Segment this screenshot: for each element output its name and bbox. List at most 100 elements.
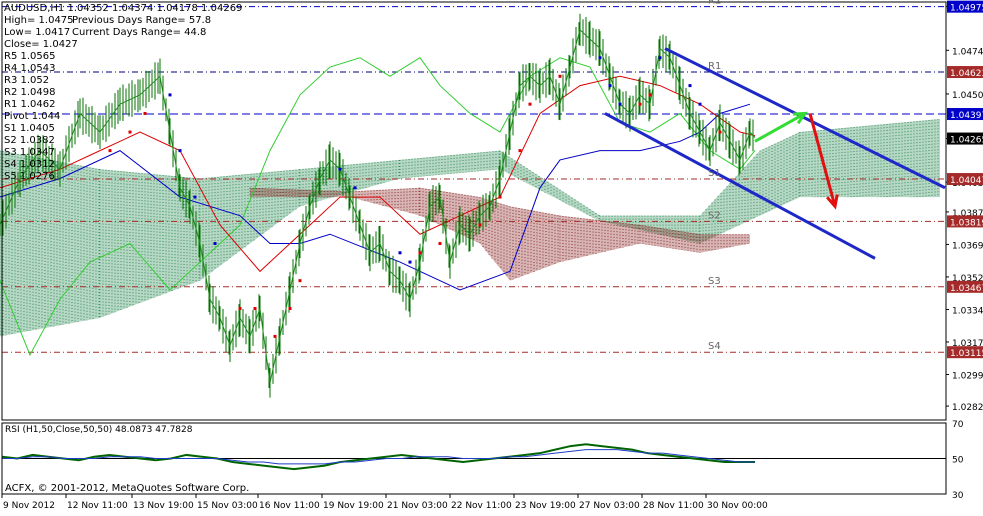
pivot-entry: S4 1.0312 — [4, 159, 55, 170]
psar-dot-blue — [408, 260, 412, 264]
x-tick-label: 16 Nov 11:00 — [259, 501, 320, 511]
y-tick-label: 1.02825 — [952, 403, 983, 413]
forecast-arrow-up-head — [792, 111, 809, 125]
channel-upper — [664, 47, 946, 190]
price-marker-label: 1.04047 — [950, 176, 983, 186]
pivot-entry: S3 1.0347 — [4, 147, 55, 158]
price-marker-box — [947, 346, 983, 359]
x-tick-label: 21 Nov 03:00 — [387, 501, 448, 511]
price-line — [0, 28, 756, 383]
ichimoku-cloud-green — [0, 119, 940, 337]
price-pane-frame — [1, 1, 947, 421]
x-tick-label: 9 Nov 2012 — [3, 501, 55, 511]
psar-dot-red — [128, 130, 132, 134]
symbol-line: AUDUSD,H1 1.04352 1.04374 1.04178 1.0426… — [4, 3, 243, 14]
x-tick-label: 13 Nov 19:00 — [133, 501, 194, 511]
header: AUDUSD,H1 1.04352 1.04374 1.04178 1.0426… — [4, 3, 242, 183]
psar-dot-red — [438, 242, 442, 246]
stat-extra: Current Days Range= 44.8 — [72, 27, 207, 38]
pivot-line-label: S4 — [708, 341, 721, 352]
forecast-arrow-down — [808, 113, 837, 207]
psar-dot-blue — [698, 102, 702, 106]
forecast-arrow-down-head — [826, 194, 839, 210]
price-marker-box — [947, 108, 983, 121]
pivot-table: R5 1.0565 R4 1.0543 R3 1.052 R2 1.0498 R1 1.… — [4, 51, 242, 183]
x-tick-label: 22 Nov 11:00 — [451, 501, 512, 511]
price-marker-label: 1.04975 — [950, 4, 983, 14]
price-marker-box — [947, 66, 983, 79]
rsi-pane — [1, 443, 946, 471]
pivot-line-label: R2 — [708, 0, 721, 7]
price-marker-label: 1.04397 — [950, 111, 983, 121]
rsi-title: RSI (H1,50,Close,50,50) 48.0873 47.7828 — [5, 425, 193, 435]
stat-row: Low= 1.0417 Current Days Range= 44.8 — [4, 27, 242, 39]
psar-dot-red — [298, 279, 302, 283]
pivot-entry: S5 1.0276 — [4, 171, 55, 182]
y-tick-label: 1.02995 — [952, 371, 983, 381]
psar-dot-blue — [178, 149, 182, 153]
pivot-line-label: S3 — [708, 276, 721, 287]
psar-dot-blue — [338, 167, 342, 171]
y-tick-label: 1.03695 — [952, 241, 983, 251]
price-pane — [0, 6, 946, 398]
price-marker-label: 1.03467 — [950, 284, 983, 294]
psar-dot-blue — [598, 56, 602, 60]
pivot-entry: R3 1.052 — [4, 75, 50, 86]
pivot-entry: R1 1.0462 — [4, 99, 56, 110]
psar-dot-red — [108, 149, 112, 153]
labels: R2 R1 S1 S2 S3 S4 1.04975 1.04740 1.04505 1.04265… — [3, 0, 983, 511]
rsi-tick-label: 30 — [952, 491, 964, 501]
forecast-arrow-up — [754, 112, 806, 143]
y-tick-label: 1.03345 — [952, 306, 983, 316]
rsi-pane-frame — [1, 422, 947, 495]
psar-dot-blue — [168, 93, 172, 97]
pivot-line-label: R1 — [708, 61, 721, 72]
ichimoku-cloud-red — [250, 187, 750, 281]
psar-dot-red — [718, 130, 722, 134]
psar-dot-blue — [618, 102, 622, 106]
psar-dot-blue — [658, 56, 662, 60]
psar-dot-blue — [608, 84, 612, 88]
stat-label: High= 1.0475 — [4, 15, 74, 26]
price-marker-box — [947, 132, 983, 145]
channel-lower — [604, 112, 876, 260]
rsi-signal-line — [2, 449, 755, 465]
pivot-entry: Pivot 1.044 — [4, 111, 61, 122]
pivot-entry: S1 1.0405 — [4, 123, 55, 134]
y-tick-label: 1.03170 — [952, 339, 983, 349]
stats-block: High= 1.0475Previous Days Range= 57.8 Low… — [4, 15, 242, 51]
psar-dot-red — [638, 102, 642, 106]
pivot-line-label: S2 — [708, 210, 721, 221]
psar-dot-blue — [688, 84, 692, 88]
price-marker-box — [947, 0, 983, 13]
price-marker-label: 1.04265 — [950, 136, 983, 146]
x-tick-label: 30 Nov 00:00 — [707, 501, 768, 511]
price-marker-label: 1.03819 — [950, 218, 983, 228]
y-tick-label: 1.04740 — [952, 47, 983, 57]
axes — [1, 1, 949, 498]
x-tick-label: 12 Nov 11:00 — [67, 501, 128, 511]
y-tick-label: 1.03870 — [952, 209, 983, 219]
psar-dot-red — [273, 334, 277, 338]
stat-label: Low= 1.0417 — [4, 27, 71, 38]
y-tick-label: 1.04505 — [952, 91, 983, 101]
x-tick-label: 19 Nov 19:00 — [323, 501, 384, 511]
pivot-line-label: S1 — [708, 168, 721, 179]
psar-dot-red — [238, 307, 242, 311]
psar-dot-blue — [193, 195, 197, 199]
price-marker-box — [947, 173, 983, 186]
rsi-tick-label: 70 — [952, 420, 964, 430]
psar-dot-red — [558, 74, 562, 78]
psar-dot-blue — [213, 242, 217, 246]
x-tick-label: 28 Nov 11:00 — [643, 501, 704, 511]
psar-dot-red — [288, 307, 292, 311]
psar-dot-red — [528, 102, 532, 106]
psar-dot-red — [418, 251, 422, 255]
stat-row: Close= 1.0427 — [4, 39, 242, 51]
chikou-line — [0, 57, 756, 357]
x-tick-label: 23 Nov 19:00 — [515, 501, 576, 511]
y-tick-label: 1.03520 — [952, 274, 983, 284]
stat-extra: Previous Days Range= 57.8 — [72, 15, 212, 26]
price-marker-label: 1.03115 — [950, 349, 983, 359]
